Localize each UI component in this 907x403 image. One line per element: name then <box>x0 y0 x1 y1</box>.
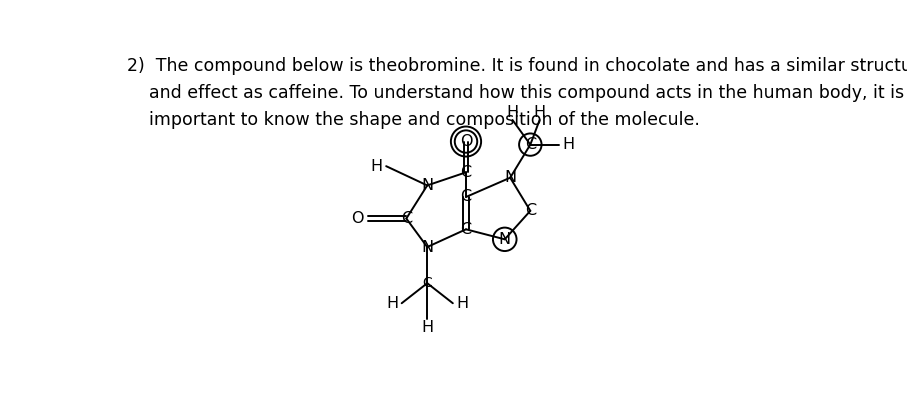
Text: C: C <box>401 211 412 226</box>
Text: C: C <box>423 276 432 290</box>
Text: N: N <box>421 178 434 193</box>
Text: important to know the shape and composition of the molecule.: important to know the shape and composit… <box>127 111 700 129</box>
Text: 2)  The compound below is theobromine. It is found in chocolate and has a simila: 2) The compound below is theobromine. It… <box>127 57 907 75</box>
Text: C: C <box>525 137 536 152</box>
Text: H: H <box>386 296 398 311</box>
Text: N: N <box>499 232 511 247</box>
Text: C: C <box>461 189 472 204</box>
Text: C: C <box>525 204 536 218</box>
Text: C: C <box>461 222 472 237</box>
Text: H: H <box>562 137 574 152</box>
Text: H: H <box>421 320 434 335</box>
Text: H: H <box>533 105 546 120</box>
Text: C: C <box>461 165 472 180</box>
Text: O: O <box>460 134 473 149</box>
Text: N: N <box>504 170 516 185</box>
Text: H: H <box>456 296 468 311</box>
Text: H: H <box>506 105 519 120</box>
Text: O: O <box>351 211 364 226</box>
Text: and effect as caffeine. To understand how this compound acts in the human body, : and effect as caffeine. To understand ho… <box>127 84 904 102</box>
Text: N: N <box>421 239 434 255</box>
Text: H: H <box>371 159 383 174</box>
